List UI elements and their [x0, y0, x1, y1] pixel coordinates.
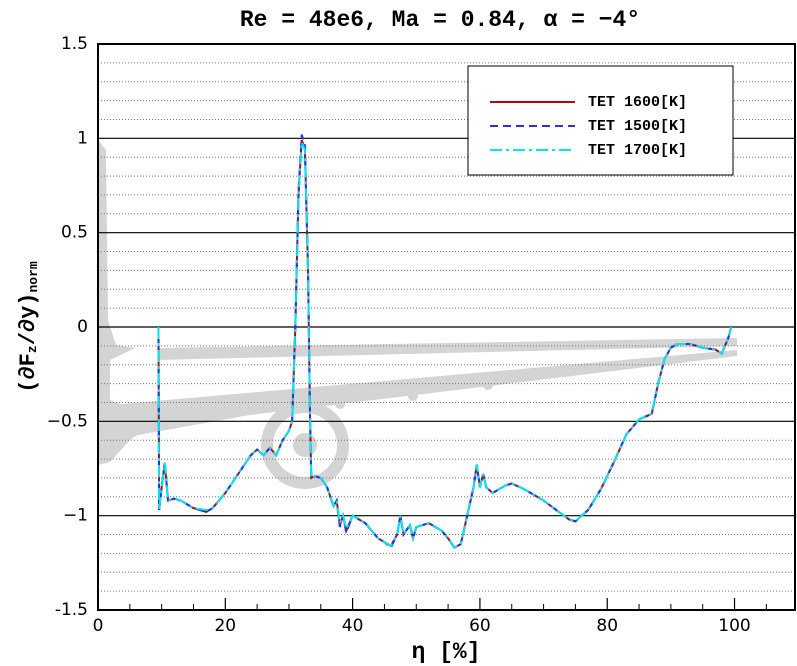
legend-label: TET 1700[K] [588, 142, 687, 159]
data-line [157, 134, 733, 550]
legend-label: TET 1600[K] [588, 94, 687, 111]
x-tick-label: 40 [342, 616, 364, 636]
y-tick-label: 1 [77, 128, 88, 148]
x-tick-label: 80 [596, 616, 618, 636]
y-tick-label: −0.5 [47, 411, 88, 431]
x-tick-label: 60 [469, 616, 491, 636]
y-label-part: z [25, 345, 40, 353]
legend-label: TET 1500[K] [588, 118, 687, 135]
y-label-part: /∂y) [16, 292, 41, 345]
legend: TET 1600[K] TET 1500[K] TET 1700[K] [490, 94, 687, 159]
x-axis-label: η [%] [411, 639, 480, 665]
y-tick-label: -1.5 [55, 600, 88, 620]
x-tick-label: 20 [214, 616, 236, 636]
y-label-part: (∂F [16, 353, 41, 393]
legend-box [467, 65, 734, 176]
y-tick-label: 0.5 [61, 223, 88, 243]
x-tick-label: 0 [93, 616, 104, 636]
aircraft-silhouette [98, 140, 737, 489]
x-tick-label: 100 [718, 616, 750, 636]
y-axis-label: (∂Fz/∂y)norm [16, 261, 42, 393]
plot-frame [97, 43, 796, 611]
y-tick-label: 0 [77, 317, 88, 337]
y-tick-label: 1.5 [61, 34, 88, 54]
y-label-part: norm [26, 261, 41, 292]
y-tick-label: −1 [63, 506, 88, 526]
data-line [157, 141, 733, 550]
chart-title: Re = 48e6, Ma = 0.84, α = −4° [240, 7, 640, 33]
